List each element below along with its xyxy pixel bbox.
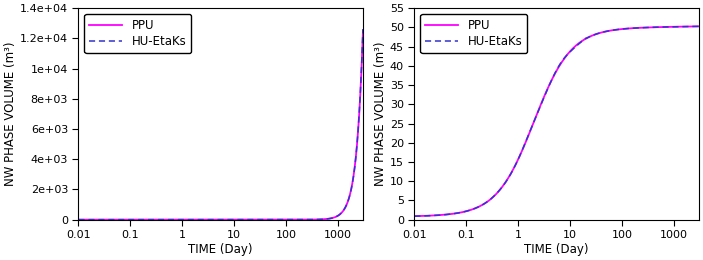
PPU: [189, 218, 198, 221]
HU-EtaKs: [200, 218, 208, 221]
X-axis label: TIME (Day): TIME (Day): [524, 243, 589, 256]
Line: PPU: PPU: [79, 31, 363, 220]
HU-EtaKs: [75, 218, 83, 221]
PPU: [637, 26, 645, 29]
HU-EtaKs: [536, 106, 544, 109]
HU-EtaKs: [525, 131, 534, 134]
HU-EtaKs: [695, 25, 703, 28]
PPU: [359, 29, 367, 32]
PPU: [103, 218, 112, 221]
Line: HU-EtaKs: HU-EtaKs: [414, 26, 699, 216]
HU-EtaKs: [301, 218, 309, 221]
PPU: [301, 218, 309, 221]
HU-EtaKs: [189, 218, 198, 221]
PPU: [439, 213, 448, 216]
HU-EtaKs: [296, 218, 304, 221]
Legend: PPU, HU-EtaKs: PPU, HU-EtaKs: [420, 14, 527, 53]
Legend: PPU, HU-EtaKs: PPU, HU-EtaKs: [84, 14, 191, 53]
HU-EtaKs: [410, 214, 418, 218]
PPU: [270, 218, 278, 221]
PPU: [525, 132, 534, 135]
HU-EtaKs: [359, 28, 367, 31]
HU-EtaKs: [632, 27, 640, 30]
PPU: [632, 27, 640, 30]
Y-axis label: NW PHASE VOLUME (m³): NW PHASE VOLUME (m³): [374, 42, 387, 186]
Y-axis label: NW PHASE VOLUME (m³): NW PHASE VOLUME (m³): [4, 42, 17, 186]
HU-EtaKs: [439, 213, 448, 216]
Line: HU-EtaKs: HU-EtaKs: [79, 29, 363, 220]
Line: PPU: PPU: [414, 26, 699, 216]
PPU: [410, 214, 418, 218]
PPU: [605, 29, 614, 32]
HU-EtaKs: [270, 218, 278, 221]
PPU: [296, 218, 304, 221]
PPU: [75, 218, 83, 221]
PPU: [200, 218, 208, 221]
HU-EtaKs: [605, 29, 614, 32]
HU-EtaKs: [103, 218, 112, 221]
PPU: [536, 106, 544, 109]
X-axis label: TIME (Day): TIME (Day): [188, 243, 253, 256]
HU-EtaKs: [637, 26, 645, 29]
PPU: [695, 25, 703, 28]
